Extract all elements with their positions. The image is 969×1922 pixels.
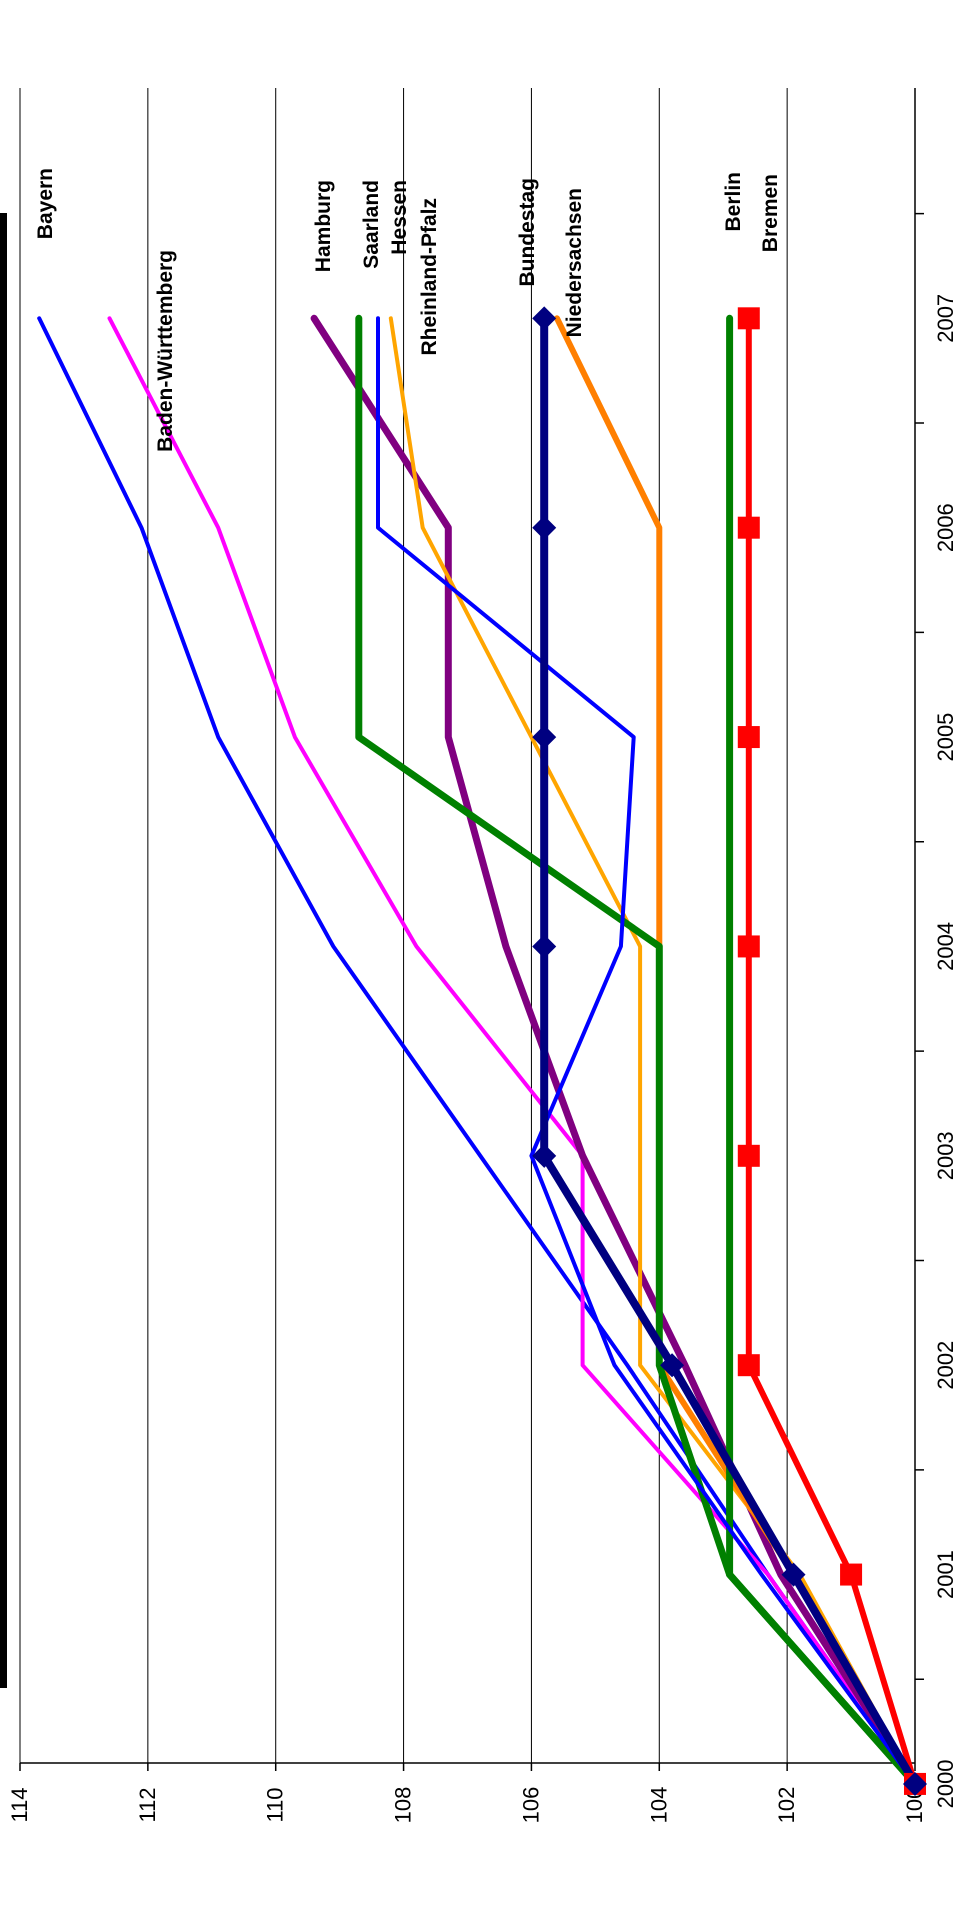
category-tick-label-2007: 2007 (933, 294, 958, 343)
category-tick-label-2005: 2005 (933, 713, 958, 762)
value-tick-label-114: 114 (7, 1787, 32, 1822)
marker-bundestag-2000 (903, 1771, 927, 1796)
series-label-bundestag: Bundestag (516, 178, 539, 287)
value-tick-label-108: 108 (391, 1787, 416, 1824)
value-tick-label-104: 104 (646, 1787, 671, 1824)
value-tick-label-110: 110 (263, 1787, 288, 1822)
marker-bremen-2006 (737, 516, 760, 539)
category-tick-label-2002: 2002 (933, 1341, 958, 1390)
marker-bremen-2004 (737, 935, 760, 958)
x-axis-ticks: 2000 2001 2002 2003 2004 2005 2006 2007 (915, 212, 958, 1808)
marker-bremen-2003 (737, 1144, 760, 1167)
series-label-hessen: Hessen (388, 180, 411, 255)
category-tick-label-2003: 2003 (933, 1131, 958, 1180)
series-lines (37, 314, 919, 1788)
marker-bundestag-2004 (532, 934, 557, 959)
series-line-bundestag (540, 314, 919, 1788)
category-tick-label-2006: 2006 (933, 503, 958, 552)
legend-bar (0, 213, 7, 1688)
marker-bundestag-2002 (660, 1353, 685, 1378)
series-line-saarland (355, 314, 919, 1788)
marker-bundestag-2003 (532, 1143, 557, 1168)
series-label-berlin: Berlin (722, 172, 745, 232)
series-line-berlin (726, 314, 919, 1788)
series-label-saarland: Saarland (360, 180, 383, 269)
series-labels: Bayern Baden-Württemberg Hamburg Saarland He… (34, 168, 782, 452)
marker-bremen-2007 (737, 307, 760, 330)
axes (20, 88, 916, 1764)
series-label-bremen: Bremen (759, 174, 782, 252)
series-line-bayern (37, 316, 917, 1786)
value-tick-label-112: 112 (135, 1787, 160, 1822)
series-label-hamburg: Hamburg (312, 180, 335, 272)
marker-bremen-2002 (737, 1354, 760, 1377)
series-label-baden-wurttemberg: Baden-Württemberg (154, 250, 177, 452)
category-tick-label-2001: 2001 (933, 1550, 958, 1599)
category-tick-label-2004: 2004 (933, 922, 958, 971)
series-label-niedersachsen: Niedersachsen (563, 188, 586, 337)
marker-bundestag-2006 (532, 515, 557, 540)
series-line-bremen (745, 315, 918, 1787)
series-markers (532, 306, 927, 1796)
value-tick-label-106: 106 (518, 1787, 543, 1824)
marker-bundestag-2007 (532, 306, 557, 331)
marker-bremen-2001 (840, 1563, 863, 1586)
marker-bundestag-2005 (532, 725, 557, 750)
series-label-rheinland-pfalz: Rheinland-Pfalz (418, 198, 441, 356)
category-tick-label-2000: 2000 (933, 1759, 958, 1808)
marker-bundestag-2001 (781, 1562, 806, 1587)
marker-bremen-2005 (737, 726, 760, 749)
value-tick-label-102: 102 (774, 1787, 799, 1824)
series-label-bayern: Bayern (34, 168, 57, 239)
series-line-hessen (376, 316, 917, 1786)
